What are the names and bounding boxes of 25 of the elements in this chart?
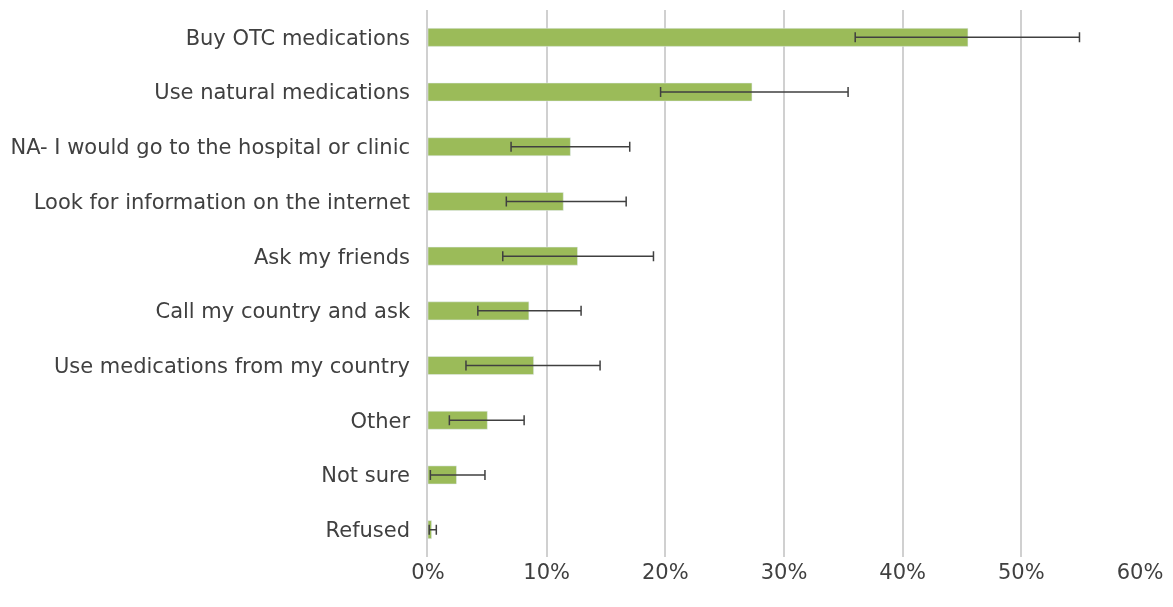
bar: [428, 356, 534, 375]
bar: [428, 82, 753, 102]
x-tick-label: 60%: [1116, 560, 1164, 584]
x-tick-label: 10%: [523, 560, 571, 584]
x-tick-label: 20%: [641, 560, 689, 584]
y-tick-label: Refused: [325, 518, 411, 542]
y-tick-label: Call my country and ask: [155, 299, 411, 324]
y-tick-label: Use natural medications: [154, 80, 411, 105]
x-tick-label: 30%: [760, 560, 808, 584]
bar: [428, 301, 530, 321]
bar: [428, 28, 969, 47]
bar: [428, 246, 578, 266]
y-tick-label: Other: [350, 408, 411, 433]
x-tick-label: 40%: [879, 560, 927, 584]
x-tick-label: 50%: [997, 560, 1045, 584]
y-tick-label: Not sure: [321, 463, 411, 488]
bar: [428, 192, 564, 211]
y-tick-label: Use medications from my country: [53, 353, 411, 378]
y-tick-label: Look for information on the internet: [33, 189, 411, 214]
bar: [428, 410, 488, 430]
y-tick-label: Ask my friends: [253, 244, 411, 269]
x-tick-label: 0%: [411, 560, 445, 584]
y-tick-label: Buy OTC medications: [185, 25, 411, 50]
bar: [428, 137, 571, 157]
y-tick-label: NA- I would go to the hospital or clinic: [10, 135, 411, 160]
